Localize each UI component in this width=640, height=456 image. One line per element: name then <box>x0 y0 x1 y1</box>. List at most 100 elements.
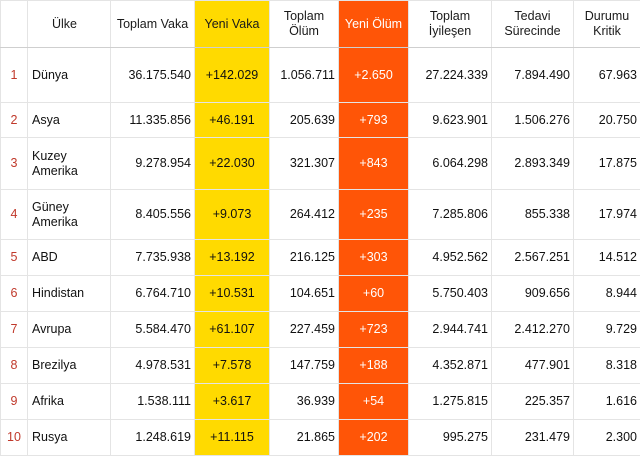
total-deaths-cell: 104.651 <box>270 276 339 312</box>
total-cases-cell: 8.405.556 <box>111 190 195 240</box>
active-cell: 2.412.270 <box>492 312 574 348</box>
total-cases-header[interactable]: Toplam Vaka <box>111 1 195 48</box>
new-deaths-cell: +303 <box>339 240 409 276</box>
country-header[interactable]: Ülke <box>28 1 111 48</box>
total-recovered-cell: 9.623.901 <box>409 103 492 138</box>
new-cases-cell: +11.115 <box>195 420 270 456</box>
critical-header[interactable]: Durumu Kritik <box>574 1 640 48</box>
total-deaths-cell: 36.939 <box>270 384 339 420</box>
country-cell[interactable]: Güney Amerika <box>28 190 111 240</box>
country-cell[interactable]: Afrika <box>28 384 111 420</box>
country-cell[interactable]: Hindistan <box>28 276 111 312</box>
total-recovered-cell: 5.750.403 <box>409 276 492 312</box>
header-row: Ülke Toplam Vaka Yeni Vaka Toplam Ölüm Y… <box>1 1 640 48</box>
total-cases-cell: 1.538.111 <box>111 384 195 420</box>
active-cell: 231.479 <box>492 420 574 456</box>
rank-cell: 6 <box>1 276 28 312</box>
total-cases-cell: 5.584.470 <box>111 312 195 348</box>
new-deaths-cell: +54 <box>339 384 409 420</box>
critical-cell: 8.944 <box>574 276 640 312</box>
country-cell[interactable]: Brezilya <box>28 348 111 384</box>
country-cell[interactable]: Avrupa <box>28 312 111 348</box>
critical-cell: 20.750 <box>574 103 640 138</box>
new-cases-cell: +46.191 <box>195 103 270 138</box>
rank-header <box>1 1 28 48</box>
rank-cell: 5 <box>1 240 28 276</box>
active-header[interactable]: Tedavi Sürecinde <box>492 1 574 48</box>
critical-cell: 67.963 <box>574 48 640 103</box>
total-cases-cell: 36.175.540 <box>111 48 195 103</box>
new-cases-cell: +22.030 <box>195 138 270 190</box>
total-cases-cell: 6.764.710 <box>111 276 195 312</box>
total-deaths-header[interactable]: Toplam Ölüm <box>270 1 339 48</box>
rank-cell: 4 <box>1 190 28 240</box>
country-cell[interactable]: ABD <box>28 240 111 276</box>
rank-cell: 9 <box>1 384 28 420</box>
total-deaths-cell: 227.459 <box>270 312 339 348</box>
rank-cell: 3 <box>1 138 28 190</box>
critical-cell: 8.318 <box>574 348 640 384</box>
total-cases-cell: 1.248.619 <box>111 420 195 456</box>
total-recovered-cell: 4.352.871 <box>409 348 492 384</box>
total-recovered-cell: 995.275 <box>409 420 492 456</box>
critical-cell: 14.512 <box>574 240 640 276</box>
country-cell[interactable]: Dünya <box>28 48 111 103</box>
total-deaths-cell: 216.125 <box>270 240 339 276</box>
country-cell[interactable]: Asya <box>28 103 111 138</box>
total-recovered-cell: 7.285.806 <box>409 190 492 240</box>
country-cell[interactable]: Rusya <box>28 420 111 456</box>
new-deaths-cell: +723 <box>339 312 409 348</box>
active-cell: 909.656 <box>492 276 574 312</box>
active-cell: 2.893.349 <box>492 138 574 190</box>
total-recovered-header[interactable]: Toplam İyileşen <box>409 1 492 48</box>
total-recovered-cell: 6.064.298 <box>409 138 492 190</box>
critical-cell: 2.300 <box>574 420 640 456</box>
critical-cell: 17.875 <box>574 138 640 190</box>
total-deaths-cell: 264.412 <box>270 190 339 240</box>
rank-cell: 2 <box>1 103 28 138</box>
new-cases-header[interactable]: Yeni Vaka <box>195 1 270 48</box>
total-recovered-cell: 4.952.562 <box>409 240 492 276</box>
new-cases-cell: +3.617 <box>195 384 270 420</box>
table-header: Ülke Toplam Vaka Yeni Vaka Toplam Ölüm Y… <box>1 1 640 48</box>
new-cases-cell: +10.531 <box>195 276 270 312</box>
total-cases-cell: 9.278.954 <box>111 138 195 190</box>
total-deaths-cell: 321.307 <box>270 138 339 190</box>
rank-cell: 10 <box>1 420 28 456</box>
new-deaths-cell: +188 <box>339 348 409 384</box>
new-cases-cell: +9.073 <box>195 190 270 240</box>
total-cases-cell: 4.978.531 <box>111 348 195 384</box>
total-deaths-cell: 21.865 <box>270 420 339 456</box>
critical-cell: 9.729 <box>574 312 640 348</box>
active-cell: 855.338 <box>492 190 574 240</box>
active-cell: 477.901 <box>492 348 574 384</box>
new-deaths-header[interactable]: Yeni Ölüm <box>339 1 409 48</box>
total-deaths-cell: 1.056.711 <box>270 48 339 103</box>
critical-cell: 17.974 <box>574 190 640 240</box>
new-deaths-cell: +235 <box>339 190 409 240</box>
active-cell: 2.567.251 <box>492 240 574 276</box>
new-deaths-cell: +202 <box>339 420 409 456</box>
new-deaths-cell: +60 <box>339 276 409 312</box>
critical-cell: 1.616 <box>574 384 640 420</box>
active-cell: 1.506.276 <box>492 103 574 138</box>
new-deaths-cell: +843 <box>339 138 409 190</box>
total-recovered-cell: 27.224.339 <box>409 48 492 103</box>
new-deaths-cell: +2.650 <box>339 48 409 103</box>
active-cell: 7.894.490 <box>492 48 574 103</box>
rank-cell: 7 <box>1 312 28 348</box>
rank-cell: 1 <box>1 48 28 103</box>
country-cell[interactable]: Kuzey Amerika <box>28 138 111 190</box>
new-cases-cell: +13.192 <box>195 240 270 276</box>
new-cases-cell: +142.029 <box>195 48 270 103</box>
